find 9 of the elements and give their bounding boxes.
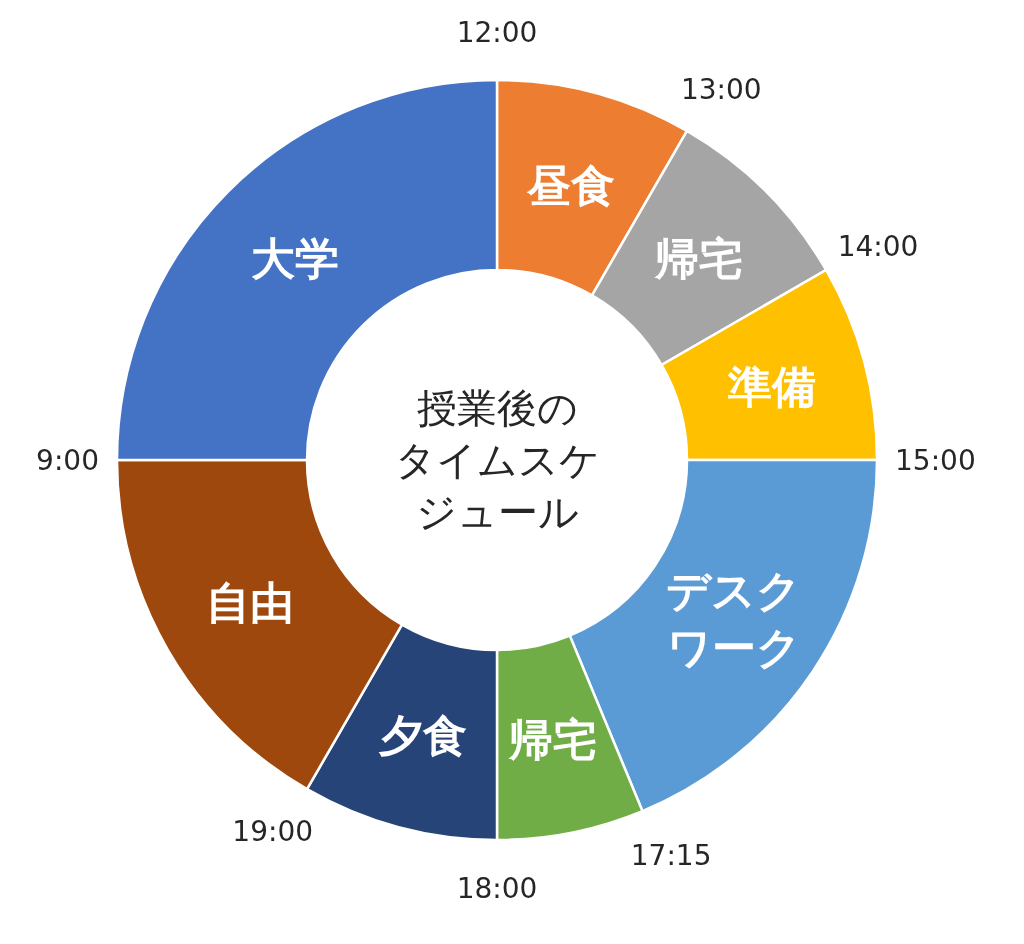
annotation: 9:00 bbox=[36, 444, 99, 477]
annotation: 12:00 bbox=[456, 16, 538, 49]
annotation: 17:15 bbox=[630, 839, 712, 873]
annotation: 18:00 bbox=[456, 872, 538, 905]
annotation: 14:00 bbox=[837, 230, 919, 263]
annotation: 13:00 bbox=[681, 73, 762, 107]
title: 授業後のタイムスケジュール bbox=[394, 385, 600, 536]
annotation: 19:00 bbox=[232, 814, 313, 848]
annotation: 15:00 bbox=[895, 444, 976, 477]
